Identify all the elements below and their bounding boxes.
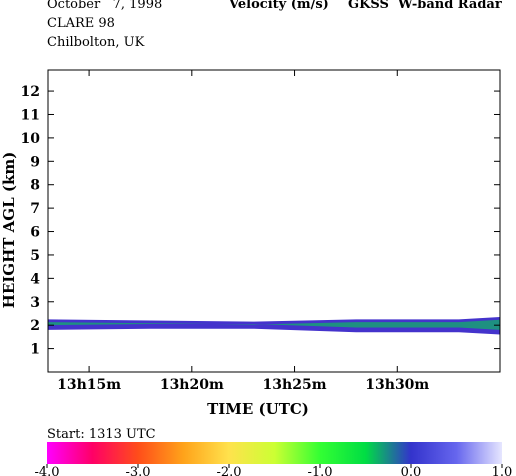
- cloud-layer-core: [48, 319, 500, 330]
- y-tick-label: 2: [30, 318, 40, 334]
- colorbar-tick-label: -3.0: [125, 465, 150, 476]
- instrument-label: GKSS W-band Radar: [348, 0, 502, 12]
- y-tick-label: 9: [30, 154, 40, 170]
- y-tick-label: 4: [30, 271, 40, 287]
- y-axis-title: HEIGHT AGL (km): [0, 152, 18, 309]
- plot-frame: [47, 69, 501, 373]
- x-tick-label: 13h20m: [160, 377, 224, 393]
- y-tick-label: 6: [30, 225, 40, 241]
- x-tick-label: 13h15m: [57, 377, 121, 393]
- x-axis-title: TIME (UTC): [207, 400, 309, 418]
- y-tick-label: 12: [21, 84, 40, 100]
- location-label: Chilbolton, UK: [47, 35, 145, 50]
- cloud-layer: [48, 316, 500, 335]
- x-tick-label: 13h30m: [365, 377, 429, 393]
- y-tick-label: 8: [30, 178, 40, 194]
- x-tick-label: 13h25m: [263, 377, 327, 393]
- colorbar-ticks: -4.0 -3.0 -2.0 -1.0 0.0 1.0: [34, 464, 512, 476]
- y-tick-label: 1: [30, 342, 40, 358]
- cloud-layer-band: [48, 316, 500, 335]
- colorbar-tick-label: -4.0: [34, 465, 59, 476]
- y-tick-label: 10: [21, 131, 41, 147]
- colorbar-tick-label: -2.0: [216, 465, 241, 476]
- colorbar: [47, 442, 502, 464]
- campaign-label: CLARE 98: [47, 16, 115, 31]
- y-tick-label: 7: [30, 201, 40, 217]
- y-tick-label: 11: [21, 107, 40, 123]
- colorbar-tick-label: -1.0: [307, 465, 332, 476]
- y-tick-label: 5: [30, 248, 40, 264]
- quantity-label: Velocity (m/s): [229, 0, 329, 12]
- colorbar-tick-label: 1.0: [492, 465, 513, 476]
- x-axis: 13h15m 13h20m 13h25m 13h30m: [57, 70, 429, 393]
- start-label: Start: 1313 UTC: [47, 427, 156, 442]
- colorbar-tick-label: 0.0: [401, 465, 422, 476]
- y-tick-label: 3: [30, 295, 40, 311]
- date-label: October 7, 1998: [47, 0, 163, 12]
